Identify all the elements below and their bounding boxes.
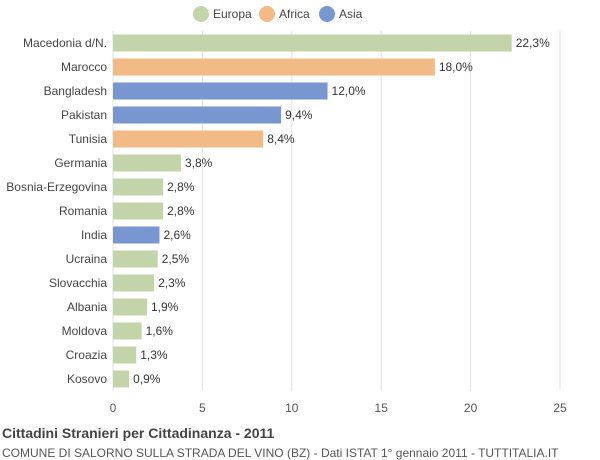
bar-7 bbox=[113, 202, 164, 220]
bar-10 bbox=[113, 274, 155, 292]
legend-swatch-africa bbox=[259, 6, 275, 22]
bar-3 bbox=[113, 106, 282, 124]
bar-12 bbox=[113, 322, 142, 340]
chart-subtitle: COMUNE DI SALORNO SULLA STRADA DEL VINO … bbox=[2, 446, 559, 460]
x-tick-label-5: 5 bbox=[199, 401, 206, 415]
x-tick-label-25: 25 bbox=[553, 401, 567, 415]
value-label-14: 0,9% bbox=[133, 372, 161, 386]
x-tick-label-0: 0 bbox=[110, 401, 117, 415]
legend-item-asia[interactable]: Asia bbox=[319, 6, 362, 22]
value-label-11: 1,9% bbox=[151, 300, 179, 314]
value-label-4: 8,4% bbox=[267, 132, 295, 146]
category-label-8: India bbox=[81, 228, 107, 242]
category-label-0: Macedonia d/N. bbox=[23, 36, 107, 50]
legend: Europa Africa Asia bbox=[0, 6, 600, 26]
category-label-1: Marocco bbox=[61, 60, 107, 74]
category-label-10: Slovacchia bbox=[49, 276, 107, 290]
legend-label-africa: Africa bbox=[279, 7, 310, 21]
category-label-7: Romania bbox=[59, 204, 107, 218]
value-label-13: 1,3% bbox=[140, 348, 168, 362]
category-label-5: Germania bbox=[54, 156, 107, 170]
chart-title: Cittadini Stranieri per Cittadinanza - 2… bbox=[2, 425, 275, 441]
value-label-6: 2,8% bbox=[167, 180, 195, 194]
value-label-5: 3,8% bbox=[185, 156, 213, 170]
bar-13 bbox=[113, 346, 137, 364]
bar-14 bbox=[113, 370, 130, 388]
category-label-6: Bosnia-Erzegovina bbox=[6, 180, 107, 194]
value-label-3: 9,4% bbox=[285, 108, 313, 122]
bar-2 bbox=[113, 82, 328, 100]
bar-9 bbox=[113, 250, 158, 268]
x-tick-label-20: 20 bbox=[464, 401, 478, 415]
category-label-9: Ucraina bbox=[66, 252, 108, 266]
category-label-3: Pakistan bbox=[61, 108, 107, 122]
legend-label-europa: Europa bbox=[213, 7, 252, 21]
x-tick-label-15: 15 bbox=[375, 401, 389, 415]
legend-swatch-europa bbox=[193, 6, 209, 22]
legend-swatch-asia bbox=[319, 6, 335, 22]
value-label-8: 2,6% bbox=[163, 228, 191, 242]
category-label-2: Bangladesh bbox=[44, 84, 107, 98]
category-label-12: Moldova bbox=[62, 324, 108, 338]
bar-11 bbox=[113, 298, 147, 316]
bar-1 bbox=[113, 58, 435, 76]
bar-5 bbox=[113, 154, 181, 172]
value-label-2: 12,0% bbox=[332, 84, 366, 98]
category-label-11: Albania bbox=[67, 300, 107, 314]
bar-chart: 0 5 10 15 20 25 Macedonia d/N. 22,3% Marocco 18,0… bbox=[6, 31, 567, 415]
legend-label-asia: Asia bbox=[339, 7, 363, 21]
value-label-1: 18,0% bbox=[439, 60, 473, 74]
value-label-12: 1,6% bbox=[146, 324, 174, 338]
category-label-14: Kosovo bbox=[67, 372, 107, 386]
bar-6 bbox=[113, 178, 164, 196]
bar-0 bbox=[113, 34, 512, 52]
category-label-4: Tunisia bbox=[69, 132, 108, 146]
value-label-10: 2,3% bbox=[158, 276, 186, 290]
legend-item-europa[interactable]: Europa bbox=[193, 6, 252, 22]
category-label-13: Croazia bbox=[66, 348, 108, 362]
bar-8 bbox=[113, 226, 160, 244]
value-label-0: 22,3% bbox=[516, 36, 550, 50]
bar-4 bbox=[113, 130, 264, 148]
value-label-9: 2,5% bbox=[162, 252, 190, 266]
legend-item-africa[interactable]: Africa bbox=[259, 6, 310, 22]
x-tick-label-10: 10 bbox=[285, 401, 299, 415]
value-label-7: 2,8% bbox=[167, 204, 195, 218]
